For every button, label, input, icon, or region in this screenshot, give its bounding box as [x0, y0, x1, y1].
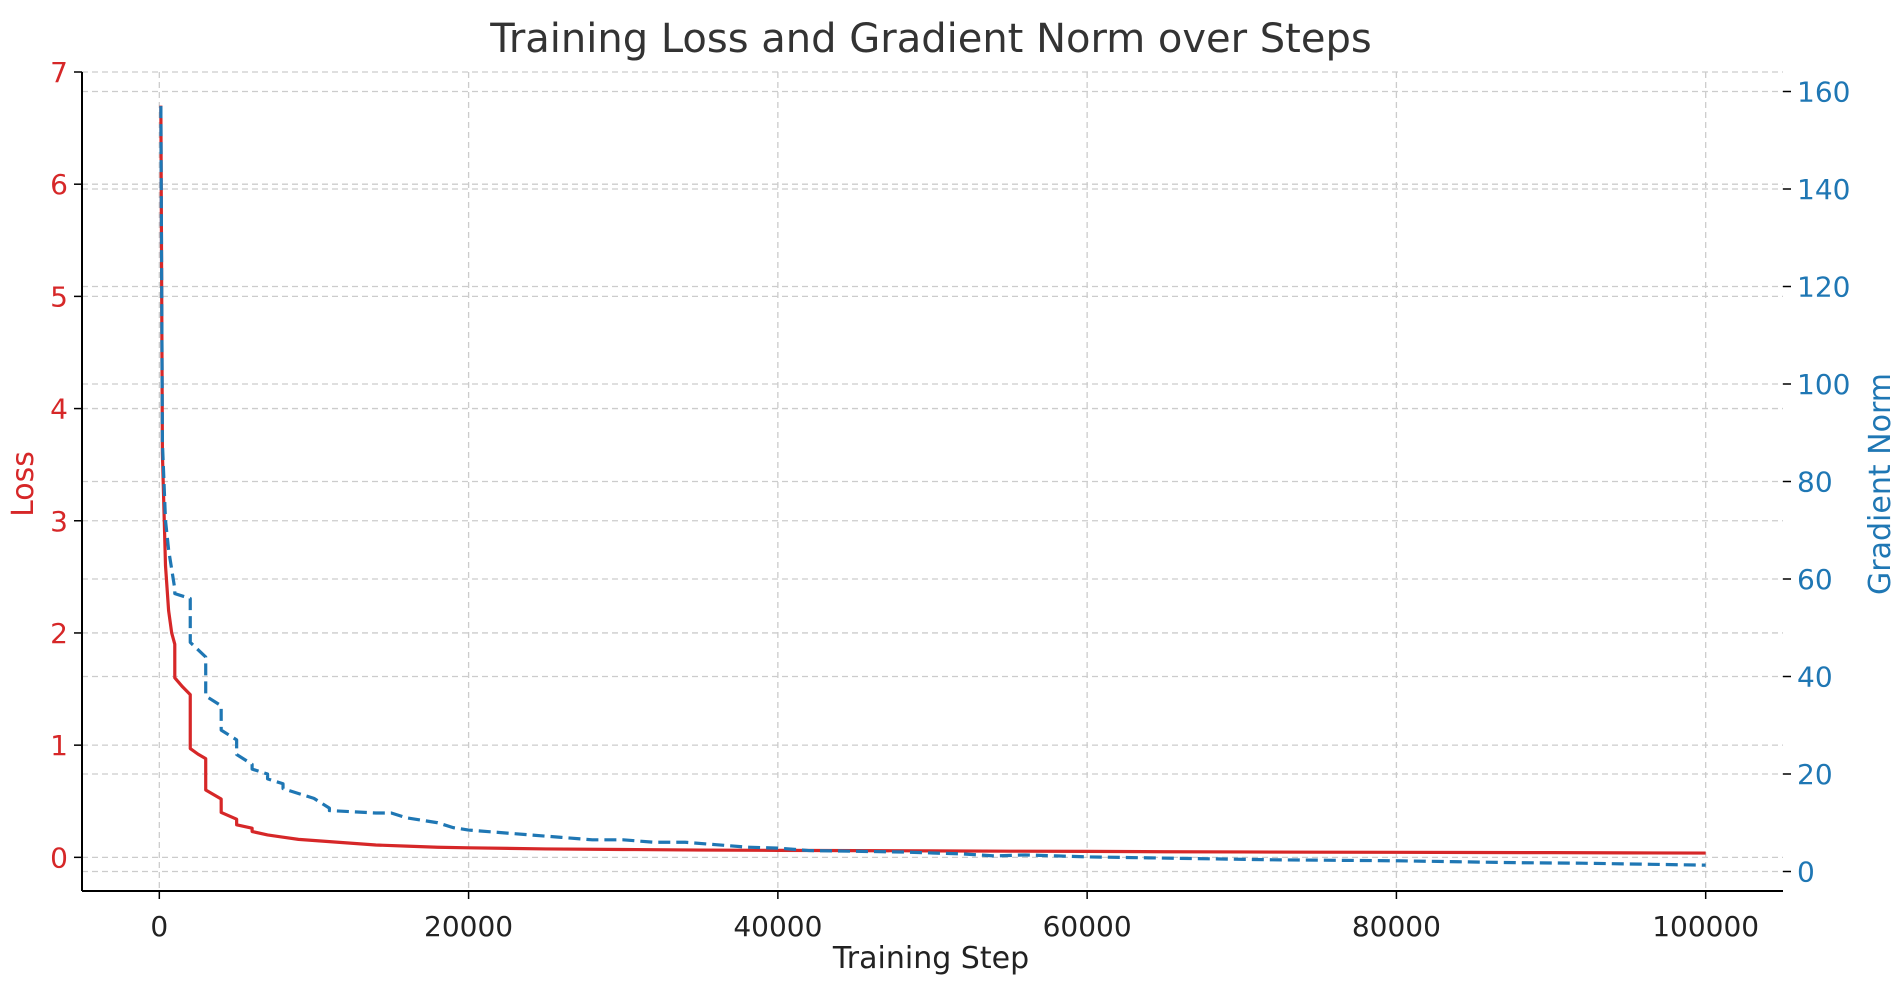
y-left-tick-label: 3 — [50, 505, 68, 538]
y-right-tick-label: 40 — [1797, 661, 1833, 694]
y-right-tick-label: 20 — [1797, 758, 1833, 791]
chart-title: Training Loss and Gradient Norm over Ste… — [489, 16, 1371, 62]
y-right-tick-label: 80 — [1797, 466, 1833, 499]
x-tick-label: 100000 — [1652, 910, 1759, 943]
x-tick-label: 0 — [150, 910, 168, 943]
y-left-tick-label: 4 — [50, 393, 68, 426]
x-tick-label: 60000 — [1043, 910, 1132, 943]
y-left-tick-label: 0 — [50, 841, 68, 874]
y-left-tick-label: 6 — [50, 168, 68, 201]
y-axis-label-left: Loss — [6, 451, 41, 517]
y-left-tick-label: 2 — [50, 617, 68, 650]
ticks-layer: 0 20000 40000 60000 80000 100000 0 1 2 3 4 5 6 7 0 20 40… — [50, 56, 1850, 943]
series-layer — [159, 105, 1706, 867]
x-tick-label: 40000 — [733, 910, 822, 943]
gradient-norm-line — [159, 106, 1706, 867]
y-left-tick-label: 7 — [50, 56, 68, 89]
x-axis-label: Training Step — [832, 941, 1029, 976]
x-tick-label: 80000 — [1352, 910, 1441, 943]
axes-layer — [81, 72, 1783, 892]
y-right-tick-label: 120 — [1797, 271, 1850, 304]
x-tick-label: 20000 — [424, 910, 513, 943]
y-right-tick-label: 0 — [1797, 856, 1815, 889]
y-right-tick-label: 160 — [1797, 76, 1850, 109]
y-right-tick-label: 60 — [1797, 563, 1833, 596]
y-left-tick-label: 1 — [50, 729, 68, 762]
y-right-tick-label: 100 — [1797, 368, 1850, 401]
y-axis-label-right: Gradient Norm — [1863, 373, 1898, 595]
loss-line — [159, 105, 1706, 855]
y-right-tick-label: 140 — [1797, 173, 1850, 206]
grid-layer — [82, 71, 1783, 891]
y-left-tick-label: 5 — [50, 280, 68, 313]
